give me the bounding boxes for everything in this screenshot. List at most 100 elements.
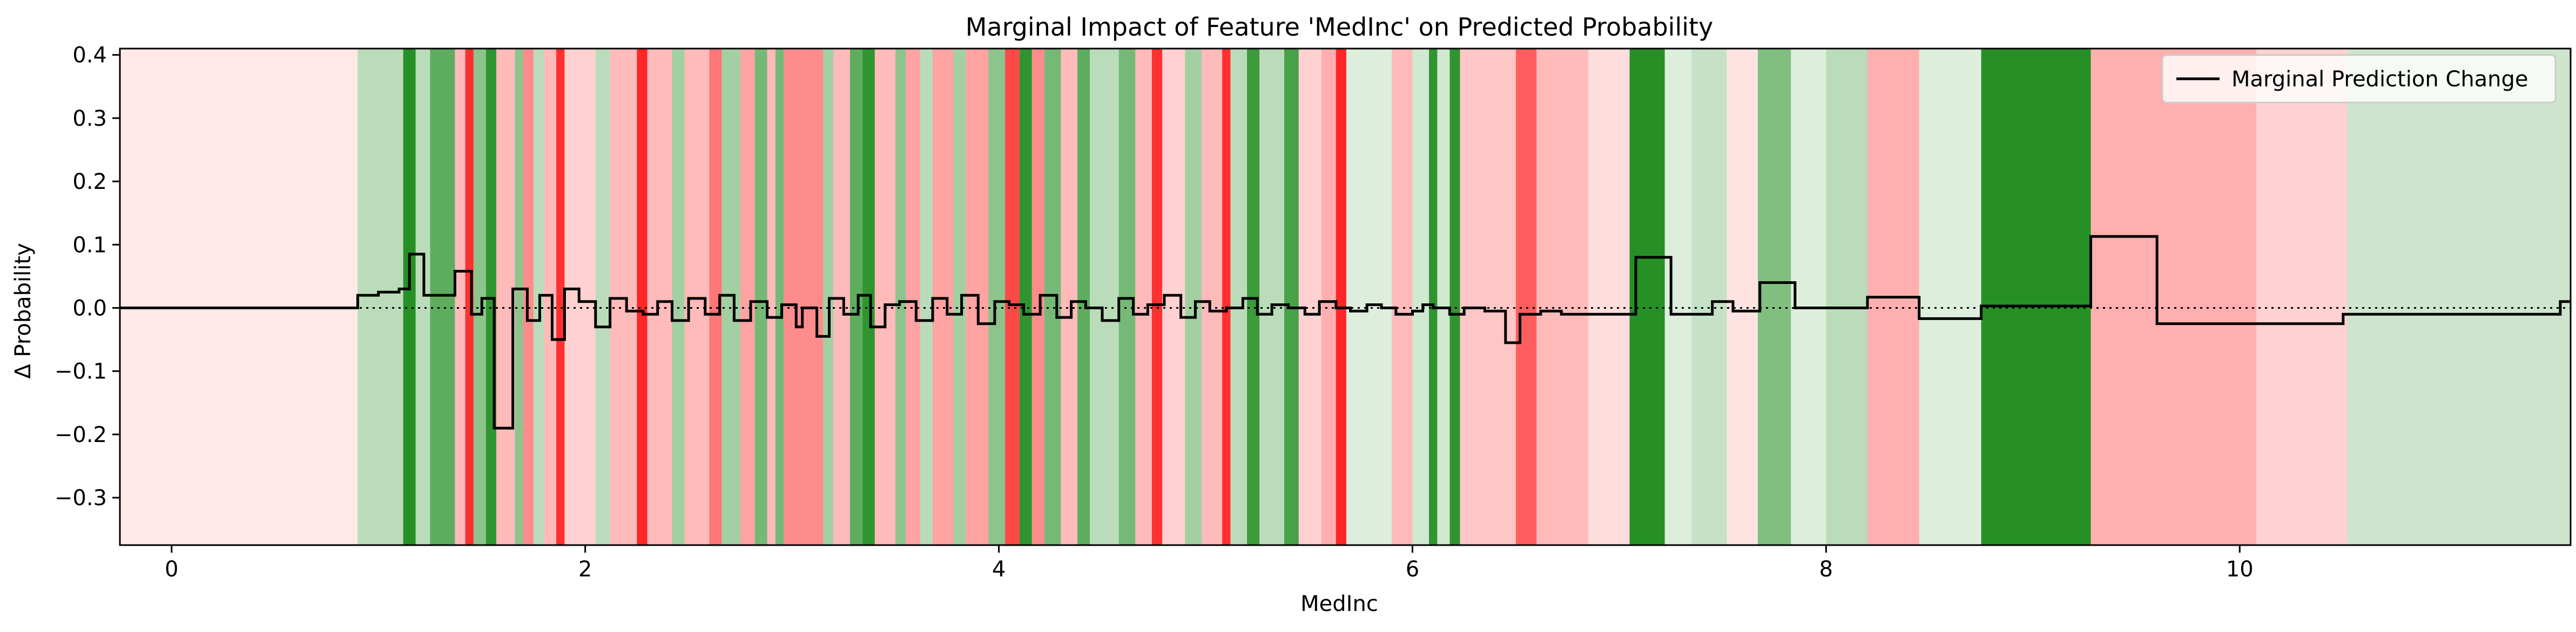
impact-band — [1429, 49, 1438, 545]
impact-band — [1588, 49, 1630, 545]
impact-band — [637, 49, 648, 545]
impact-band — [1077, 49, 1090, 545]
impact-band — [1791, 49, 1826, 545]
impact-band — [1449, 49, 1460, 545]
impact-band — [1201, 49, 1223, 545]
y-tick-label: −0.2 — [55, 423, 107, 447]
impact-band — [1230, 49, 1247, 545]
impact-band — [544, 49, 557, 545]
x-tick-label: 0 — [165, 557, 178, 582]
impact-band — [1536, 49, 1588, 545]
impact-band — [473, 49, 486, 545]
impact-band — [823, 49, 834, 545]
x-tick-label: 2 — [578, 557, 592, 582]
legend: Marginal Prediction Change — [2161, 54, 2557, 104]
impact-band — [1222, 49, 1231, 545]
impact-band — [1118, 49, 1136, 545]
impact-band — [1019, 49, 1032, 545]
impact-band — [1247, 49, 1260, 545]
legend-box — [2161, 54, 2557, 104]
impact-band — [430, 49, 455, 545]
impact-band — [874, 49, 896, 545]
y-axis-label: Δ Probability — [11, 243, 36, 379]
impact-band — [953, 49, 966, 545]
impact-band — [647, 49, 672, 545]
impact-band — [1392, 49, 1413, 545]
impact-band — [849, 49, 862, 545]
impact-band — [455, 49, 466, 545]
legend-entry: Marginal Prediction Change — [2231, 67, 2528, 92]
impact-band — [1284, 49, 1299, 545]
impact-band — [1460, 49, 1516, 545]
impact-band — [120, 49, 358, 545]
impact-band — [1515, 49, 1537, 545]
y-tick-label: −0.3 — [55, 486, 107, 511]
impact-band — [709, 49, 722, 545]
impact-band — [1298, 49, 1321, 545]
x-tick-label: 8 — [1819, 557, 1833, 582]
impact-band — [2347, 49, 2571, 545]
impact-band — [1151, 49, 1163, 545]
impact-band — [2256, 49, 2348, 545]
impact-band — [1664, 49, 1692, 545]
impact-band — [1437, 49, 1450, 545]
impact-band — [672, 49, 685, 545]
x-tick-label: 4 — [992, 557, 1006, 582]
impact-band — [2091, 49, 2256, 545]
y-tick-label: −0.1 — [55, 359, 107, 384]
impact-band — [740, 49, 755, 545]
impact-bands — [120, 49, 2571, 545]
impact-band — [1346, 49, 1392, 545]
impact-band — [595, 49, 610, 545]
y-tick-label: 0.0 — [72, 296, 107, 321]
impact-band — [485, 49, 496, 545]
impact-band — [1981, 49, 2091, 545]
x-tick-label: 10 — [2226, 557, 2254, 582]
impact-band — [1090, 49, 1119, 545]
impact-band — [920, 49, 933, 545]
impact-band — [933, 49, 954, 545]
impact-band — [1005, 49, 1020, 545]
impact-band — [1336, 49, 1346, 545]
impact-band — [415, 49, 430, 545]
impact-band — [833, 49, 850, 545]
impact-band — [895, 49, 906, 545]
x-axis-label: MedInc — [1300, 592, 1378, 616]
impact-band — [358, 49, 403, 545]
x-tick-label: 6 — [1406, 557, 1419, 582]
prediction-line — [120, 235, 2571, 430]
impact-band — [1061, 49, 1078, 545]
impact-band — [1757, 49, 1791, 545]
impact-band — [1185, 49, 1202, 545]
impact-band — [784, 49, 824, 545]
impact-band — [754, 49, 767, 545]
impact-band — [1135, 49, 1152, 545]
impact-band — [775, 49, 784, 545]
impact-band — [1321, 49, 1336, 545]
impact-band — [721, 49, 740, 545]
impact-band — [906, 49, 921, 545]
impact-band — [610, 49, 637, 545]
impact-band — [1727, 49, 1758, 545]
series-line — [120, 235, 2571, 430]
impact-band — [988, 49, 1006, 545]
y-tick-label: 0.4 — [72, 43, 107, 68]
impact-band — [1044, 49, 1061, 545]
plot-frame — [119, 47, 2572, 546]
y-tick-label: 0.3 — [72, 106, 107, 131]
impact-band — [556, 49, 565, 545]
y-tick-label: 0.1 — [72, 233, 107, 257]
impact-band — [403, 49, 416, 545]
impact-band — [515, 49, 523, 545]
y-tick-label: 0.2 — [72, 169, 107, 194]
impact-band — [1919, 49, 1981, 545]
impact-band — [1826, 49, 1867, 545]
impact-band — [1259, 49, 1285, 545]
impact-band — [1691, 49, 1727, 545]
impact-band — [767, 49, 776, 545]
axes: 0 2 4 6 8 10 −0.3 −0.2 −0.1 0.0 0.1 0.2 0.3 0.4 — [55, 43, 2572, 582]
impact-band — [1412, 49, 1429, 545]
impact-band — [1031, 49, 1044, 545]
